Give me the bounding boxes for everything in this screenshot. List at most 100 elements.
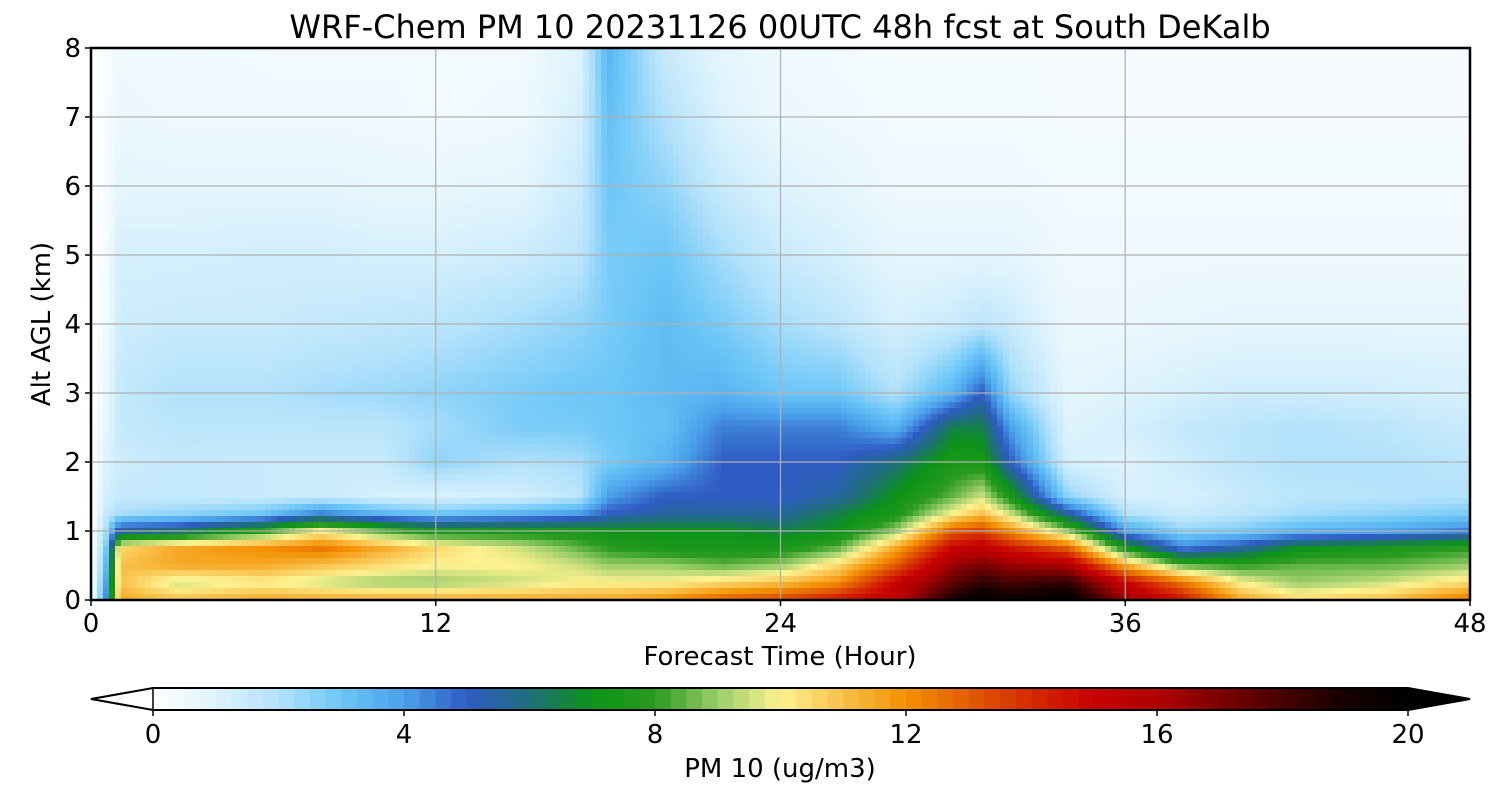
heatmap-cell <box>127 78 134 85</box>
heatmap-cell <box>241 510 248 517</box>
heatmap-cell <box>325 270 332 277</box>
heatmap-cell <box>289 594 296 600</box>
heatmap-cell <box>175 222 182 229</box>
heatmap-cell <box>109 294 116 301</box>
heatmap-cell <box>331 498 338 505</box>
heatmap-cell <box>397 366 404 373</box>
heatmap-cell <box>181 84 188 91</box>
heatmap-cell <box>103 594 110 600</box>
heatmap-cell <box>313 372 320 379</box>
heatmap-cell <box>391 462 398 469</box>
heatmap-cell <box>133 258 140 265</box>
heatmap-cell <box>223 48 230 55</box>
heatmap-cell <box>385 552 392 559</box>
heatmap-cell <box>121 540 128 547</box>
heatmap-cell <box>355 222 362 229</box>
heatmap-cell <box>409 552 416 559</box>
heatmap-cell <box>367 348 374 355</box>
heatmap-cell <box>121 354 128 361</box>
heatmap-cell <box>109 258 116 265</box>
heatmap-cell <box>109 216 116 223</box>
heatmap-cell <box>121 66 128 73</box>
heatmap-cell <box>97 210 104 217</box>
heatmap-cell <box>379 342 386 349</box>
heatmap-cell <box>157 204 164 211</box>
heatmap-cell <box>265 144 272 151</box>
heatmap-cell <box>97 324 104 331</box>
heatmap-cell <box>175 294 182 301</box>
heatmap-cell <box>139 72 146 79</box>
heatmap-cell <box>253 162 260 169</box>
heatmap-cell <box>205 240 212 247</box>
heatmap-cell <box>91 420 98 427</box>
heatmap-cell <box>235 480 242 487</box>
heatmap-cell <box>397 204 404 211</box>
heatmap-cell <box>379 348 386 355</box>
heatmap-cell <box>211 288 218 295</box>
heatmap-cell <box>109 270 116 277</box>
heatmap-cell <box>115 192 122 199</box>
heatmap-cell <box>187 270 194 277</box>
heatmap-cell <box>391 456 398 463</box>
heatmap-cell <box>163 480 170 487</box>
heatmap-cell <box>163 186 170 193</box>
heatmap-cell <box>265 444 272 451</box>
heatmap-cell <box>121 468 128 475</box>
heatmap-cell <box>121 552 128 559</box>
heatmap-cell <box>415 84 422 91</box>
heatmap-cell <box>337 372 344 379</box>
heatmap-cell <box>283 342 290 349</box>
heatmap-cell <box>199 588 206 595</box>
heatmap-cell <box>181 486 188 493</box>
heatmap-cell <box>139 258 146 265</box>
heatmap-cell <box>355 312 362 319</box>
heatmap-cell <box>181 558 188 565</box>
heatmap-cell <box>91 540 98 547</box>
heatmap-cell <box>247 156 254 163</box>
heatmap-cell <box>409 216 416 223</box>
heatmap-cell <box>229 66 236 73</box>
heatmap-cell <box>295 462 302 469</box>
heatmap-cell <box>313 354 320 361</box>
heatmap-cell <box>277 228 284 235</box>
heatmap-cell <box>187 360 194 367</box>
heatmap-cell <box>361 474 368 481</box>
heatmap-cell <box>349 360 356 367</box>
heatmap-cell <box>145 306 152 313</box>
heatmap-cell <box>181 498 188 505</box>
heatmap-cell <box>343 258 350 265</box>
heatmap-cell <box>109 108 116 115</box>
heatmap-cell <box>289 96 296 103</box>
heatmap-cell <box>337 540 344 547</box>
heatmap-cell <box>181 150 188 157</box>
heatmap-cell <box>157 216 164 223</box>
heatmap-cell <box>295 204 302 211</box>
heatmap-cell <box>331 96 338 103</box>
heatmap-cell <box>181 504 188 511</box>
heatmap-cell <box>391 264 398 271</box>
heatmap-cell <box>151 72 158 79</box>
heatmap-cell <box>325 144 332 151</box>
heatmap-cell <box>361 192 368 199</box>
heatmap-cell <box>223 300 230 307</box>
heatmap-cell <box>277 582 284 589</box>
heatmap-cell <box>349 570 356 577</box>
heatmap-cell <box>193 408 200 415</box>
heatmap-cell <box>205 192 212 199</box>
heatmap-cell <box>103 366 110 373</box>
heatmap-cell <box>301 312 308 319</box>
heatmap-cell <box>343 102 350 109</box>
heatmap-cell <box>247 318 254 325</box>
heatmap-cell <box>259 330 266 337</box>
heatmap-cell <box>259 462 266 469</box>
heatmap-cell <box>91 342 98 349</box>
heatmap-cell <box>283 582 290 589</box>
heatmap-cell <box>211 456 218 463</box>
heatmap-cell <box>127 342 134 349</box>
heatmap-cell <box>289 276 296 283</box>
heatmap-cell <box>355 144 362 151</box>
heatmap-cell <box>151 336 158 343</box>
heatmap-cell <box>241 168 248 175</box>
heatmap-cell <box>199 204 206 211</box>
heatmap-cell <box>133 522 140 529</box>
